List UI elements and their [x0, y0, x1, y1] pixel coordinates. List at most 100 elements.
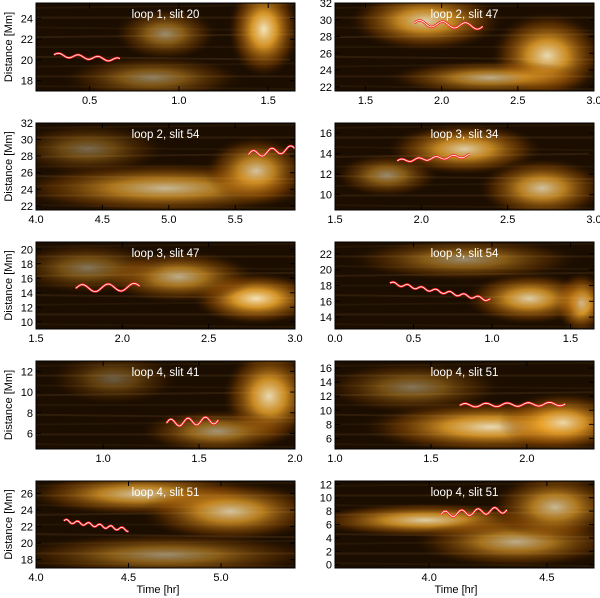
panel-7: loop 4, slit 41 1.0 1.5 2.0 6 8 10 12 Distance […: [3, 360, 303, 465]
fit-curve: [166, 416, 219, 427]
heatmap-image: [335, 481, 594, 568]
y-axis-label: Distance [Mm]: [3, 370, 15, 440]
heatmap-image: [335, 3, 594, 91]
x-tick-label: 5.0: [213, 572, 228, 584]
panel-title: loop 2, slit 54: [132, 129, 200, 141]
x-tick-label: 1.5: [261, 95, 276, 107]
x-tick-label: 4.5: [121, 572, 136, 584]
y-tick-label: 14: [320, 377, 332, 389]
y-tick-label: 28: [21, 151, 33, 163]
y-tick-label: 30: [21, 135, 33, 147]
x-tick-label: 1.5: [28, 333, 43, 345]
x-tick-label: 1.5: [423, 453, 438, 465]
y-axis-label: Distance [Mm]: [3, 489, 15, 559]
y-tick-label: 10: [21, 387, 33, 399]
x-tick-label: 2.0: [519, 453, 534, 465]
heatmap-image: [36, 123, 295, 210]
x-tick-label: 0.5: [82, 95, 97, 107]
x-tick-label: 2.0: [115, 333, 130, 345]
x-tick-label: 0.0: [327, 333, 342, 345]
y-tick-label: 12: [320, 391, 332, 403]
y-tick-label: 16: [320, 363, 332, 375]
y-tick-label: 12: [21, 366, 33, 378]
x-tick-label: 2.5: [201, 333, 216, 345]
y-tick-label: 14: [320, 149, 332, 161]
y-tick-label: 14: [320, 312, 332, 324]
fit-curve: [459, 401, 566, 408]
y-axis-label: Distance [Mm]: [3, 131, 15, 201]
panel-title: loop 4, slit 51: [132, 487, 200, 499]
y-tick-label: 12: [21, 302, 33, 314]
x-tick-label: 0.5: [406, 333, 421, 345]
y-tick-label: 8: [326, 419, 332, 431]
heatmap-image: [335, 242, 594, 329]
x-tick-label: 1.5: [191, 453, 206, 465]
y-tick-label: 10: [21, 317, 33, 329]
y-tick-label: 16: [320, 128, 332, 140]
y-tick-label: 8: [27, 408, 33, 420]
panel-frame: [35, 2, 296, 92]
panel-8: loop 4, slit 51 1.0 1.5 2.0 6 8 10 12 14 16: [320, 360, 595, 465]
x-tick-label: 1.0: [171, 95, 186, 107]
y-tick-label: 24: [21, 505, 33, 517]
y-tick-label: 10: [320, 493, 332, 505]
y-tick-label: 24: [21, 14, 33, 26]
y-tick-label: 8: [326, 506, 332, 518]
heatmap-image: [36, 3, 295, 91]
heatmap-image: [335, 361, 594, 449]
panel-1: loop 1, slit 20 0.5 1.0 1.5 18 20 22 24 Distance…: [3, 2, 296, 107]
panel-frame: [35, 122, 296, 211]
x-tick-label: 4.0: [28, 572, 43, 584]
y-axis-label: Distance [Mm]: [3, 250, 15, 320]
x-tick-label: 1.5: [358, 95, 373, 107]
y-tick-label: 10: [320, 405, 332, 417]
x-tick-label: 5.5: [228, 214, 243, 226]
y-tick-label: 4: [326, 533, 332, 545]
fit-curve: [389, 281, 491, 301]
y-tick-label: 22: [21, 34, 33, 46]
panel-frame: [35, 241, 296, 330]
heatmap-image: [36, 242, 295, 329]
panel-title: loop 1, slit 20: [132, 9, 200, 21]
fit-curve: [440, 507, 508, 518]
y-tick-label: 28: [320, 32, 332, 44]
y-tick-label: 18: [21, 259, 33, 271]
y-tick-label: 14: [21, 288, 33, 300]
panel-frame: [35, 480, 296, 569]
y-tick-label: 20: [21, 55, 33, 67]
y-tick-label: 6: [326, 433, 332, 445]
fit-curve: [248, 145, 295, 157]
panel-frame: [35, 360, 296, 450]
x-tick-label: 1.0: [327, 453, 342, 465]
heatmap-image: [36, 481, 295, 568]
y-tick-label: 6: [27, 428, 33, 440]
panel-frame: [334, 360, 595, 450]
panel-title: loop 4, slit 41: [132, 367, 200, 379]
heatmap-image: [36, 361, 295, 449]
y-tick-label: 18: [21, 76, 33, 88]
x-tick-label: 2.5: [510, 95, 525, 107]
panel-10: loop 4, slit 51 4.0 4.5 0 246 810 12: [320, 479, 595, 584]
y-tick-label: 10: [320, 190, 332, 202]
panel-4: loop 3, slit 34 1.5 2.0 2.5 3.0 10 12 14 16: [320, 122, 600, 226]
x-tick-label: 1.5: [563, 333, 578, 345]
fit-curve: [53, 52, 121, 62]
x-tick-label: 3.0: [586, 214, 600, 226]
x-tick-label: 4.5: [95, 214, 110, 226]
panel-frame: [334, 2, 595, 92]
x-tick-label: 1.0: [484, 333, 499, 345]
fit-curve: [396, 153, 470, 162]
panel-title: loop 3, slit 47: [132, 248, 200, 260]
y-tick-label: 22: [21, 201, 33, 213]
x-tick-label: 3.0: [586, 95, 600, 107]
figure-xlabel-right: Time [hr]: [435, 584, 478, 596]
x-tick-label: 1.5: [327, 214, 342, 226]
y-tick-label: 26: [21, 488, 33, 500]
panel-title: loop 2, slit 47: [431, 9, 499, 21]
panel-frame: [334, 122, 595, 211]
y-tick-label: 24: [21, 184, 33, 196]
y-tick-label: 24: [320, 65, 332, 77]
y-tick-label: 32: [21, 118, 33, 130]
x-tick-label: 5.0: [161, 214, 176, 226]
